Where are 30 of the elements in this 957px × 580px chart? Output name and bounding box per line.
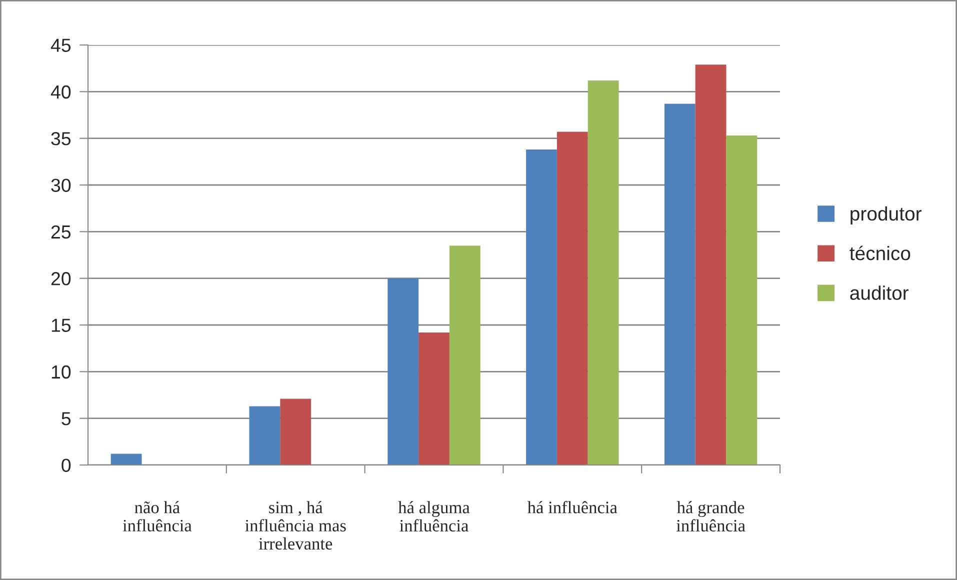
y-tick-label: 5 [62,412,71,426]
y-tick-label: 10 [52,365,71,379]
y-tick-label: 45 [50,38,71,52]
bar [526,150,557,465]
bar [664,104,696,465]
y-tick-label: 20 [51,272,71,286]
x-tick-label: há grande influência [676,501,746,532]
x-tick-label: sim , há influência mas irrelevante [245,501,346,550]
y-tick-label: 15 [52,318,71,332]
legend-label: produtor [850,206,922,224]
x-tick-label: há alguma influência [398,501,470,532]
y-tick-label: 30 [51,178,71,192]
y-tick-label: 0 [62,458,71,472]
legend-label: auditor [850,286,908,300]
bar [110,454,142,465]
bar [418,332,450,465]
y-tick-label: 35 [51,132,71,146]
bar [249,406,280,465]
bar [280,398,312,465]
x-tick-label: não há influência [122,501,192,532]
bar [726,136,758,465]
bar [449,246,480,465]
y-tick-label: 40 [50,85,71,99]
bar [388,278,419,465]
y-tick-label: 25 [51,225,71,239]
bar [588,80,619,465]
legend-label: técnico [850,246,910,260]
bar [695,64,726,465]
bar [556,132,588,465]
x-tick-label: há influência [528,500,618,514]
